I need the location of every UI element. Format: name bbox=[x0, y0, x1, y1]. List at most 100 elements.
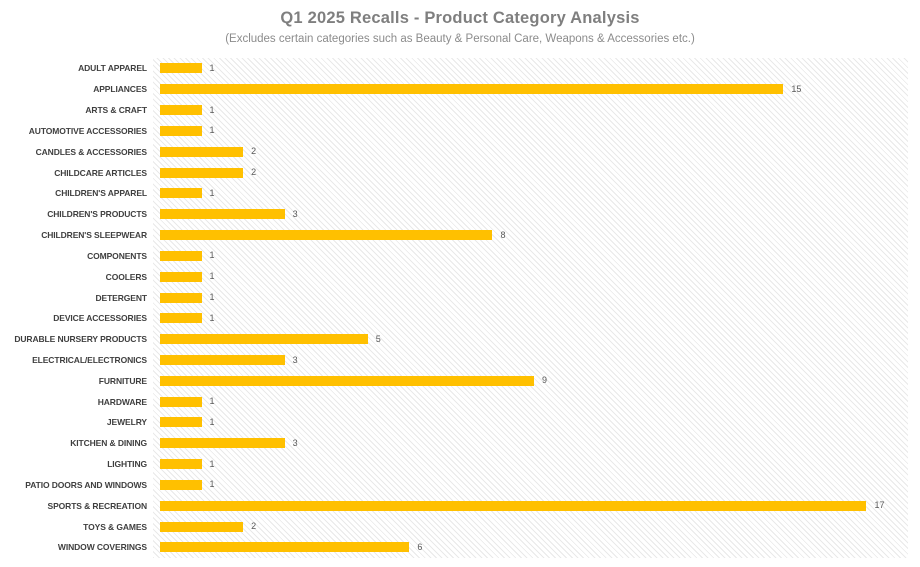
category-label: KITCHEN & DINING bbox=[70, 438, 147, 449]
value-label: 1 bbox=[209, 416, 215, 427]
bar bbox=[160, 396, 202, 407]
value-label: 1 bbox=[209, 292, 215, 303]
bar bbox=[160, 250, 202, 261]
category-label: CANDLES & ACCESSORIES bbox=[35, 146, 148, 157]
value-label: 2 bbox=[251, 146, 257, 157]
value-label: 6 bbox=[417, 541, 423, 552]
bar-row: 9 bbox=[160, 370, 908, 391]
bar bbox=[160, 479, 202, 490]
category-label: COMPONENTS bbox=[87, 250, 147, 261]
bar-row: 1 bbox=[160, 287, 908, 308]
bar-row: 5 bbox=[160, 329, 908, 350]
bar-row: 1 bbox=[160, 308, 908, 329]
value-label: 9 bbox=[542, 375, 548, 386]
bar bbox=[160, 334, 368, 345]
chart-subtitle: (Excludes certain categories such as Bea… bbox=[225, 33, 695, 45]
value-label: 3 bbox=[292, 208, 298, 219]
bar bbox=[160, 105, 202, 116]
category-labels: ADULT APPAREL APPLIANCES ARTS & CRAFT AUTOM… bbox=[0, 58, 147, 558]
bar-row: 17 bbox=[160, 495, 908, 516]
value-label: 2 bbox=[251, 521, 257, 532]
category-label: DETERGENT bbox=[95, 292, 147, 303]
bar-row: 3 bbox=[160, 433, 908, 454]
value-label: 1 bbox=[209, 250, 215, 261]
category-label: COOLERS bbox=[105, 271, 147, 282]
value-label: 3 bbox=[292, 354, 298, 365]
bar bbox=[160, 167, 244, 178]
value-label: 1 bbox=[209, 312, 215, 323]
bar-row: 8 bbox=[160, 225, 908, 246]
category-label: PATIO DOORS AND WINDOWS bbox=[25, 479, 147, 490]
category-label: CHILDREN'S SLEEPWEAR bbox=[41, 230, 147, 241]
bar-row: 2 bbox=[160, 162, 908, 183]
bar-row: 3 bbox=[160, 350, 908, 371]
value-label: 1 bbox=[209, 396, 215, 407]
bar-row: 1 bbox=[160, 454, 908, 475]
bar bbox=[160, 500, 867, 511]
bar-row: 1 bbox=[160, 120, 908, 141]
bar bbox=[160, 209, 285, 220]
bar bbox=[160, 146, 244, 157]
plot-area: 1 15 1 1 2 2 1 3 8 1 1 1 1 5 3 9 1 1 3 1 1 17 2 6 bbox=[153, 58, 908, 558]
bar-row: 1 bbox=[160, 391, 908, 412]
bar bbox=[160, 84, 784, 95]
value-label: 1 bbox=[209, 187, 215, 198]
value-label: 8 bbox=[500, 229, 506, 240]
category-label: ADULT APPAREL bbox=[78, 63, 147, 74]
category-label: TOYS & GAMES bbox=[83, 521, 147, 532]
category-label: ARTS & CRAFT bbox=[85, 105, 147, 116]
bar-row: 1 bbox=[160, 100, 908, 121]
bar bbox=[160, 375, 534, 386]
value-label: 1 bbox=[209, 62, 215, 73]
bar bbox=[160, 125, 202, 136]
category-label: CHILDREN'S PRODUCTS bbox=[47, 209, 147, 220]
category-label: JEWELRY bbox=[106, 417, 147, 428]
bar-row: 15 bbox=[160, 79, 908, 100]
bar bbox=[160, 292, 202, 303]
value-label: 1 bbox=[209, 271, 215, 282]
bar bbox=[160, 313, 202, 324]
bar bbox=[160, 230, 493, 241]
bar-row: 3 bbox=[160, 204, 908, 225]
value-label: 3 bbox=[292, 437, 298, 448]
category-label: CHILDREN'S APPAREL bbox=[55, 188, 147, 199]
category-label: ELECTRICAL/ELECTRONICS bbox=[32, 355, 147, 365]
bar bbox=[160, 355, 285, 365]
bar bbox=[160, 459, 202, 470]
bar-row: 1 bbox=[160, 266, 908, 287]
bar-row: 2 bbox=[160, 516, 908, 537]
value-label: 5 bbox=[375, 333, 381, 344]
category-label: LIGHTING bbox=[107, 459, 147, 470]
bar-row: 1 bbox=[160, 475, 908, 496]
bar-row: 1 bbox=[160, 245, 908, 266]
value-label: 15 bbox=[791, 83, 802, 94]
bar bbox=[160, 188, 202, 199]
bar bbox=[160, 542, 410, 553]
value-label: 17 bbox=[874, 500, 885, 511]
chart-title: Q1 2025 Recalls - Product Category Analy… bbox=[280, 9, 640, 27]
plot-wrap: ADULT APPAREL APPLIANCES ARTS & CRAFT AUTOM… bbox=[0, 58, 920, 558]
bar bbox=[160, 417, 202, 428]
bar-row: 6 bbox=[160, 537, 908, 558]
bar-row: 1 bbox=[160, 58, 908, 79]
category-label: FURNITURE bbox=[98, 375, 147, 386]
category-label: HARDWARE bbox=[97, 396, 147, 407]
category-label: DEVICE ACCESSORIES bbox=[53, 313, 147, 324]
bar-row: 2 bbox=[160, 141, 908, 162]
category-label: CHILDCARE ARTICLES bbox=[54, 167, 147, 178]
bar-row: 1 bbox=[160, 412, 908, 433]
category-label: APPLIANCES bbox=[93, 84, 147, 95]
category-label: SPORTS & RECREATION bbox=[47, 500, 148, 511]
value-label: 1 bbox=[209, 479, 215, 490]
value-label: 1 bbox=[209, 125, 215, 136]
bar bbox=[160, 271, 202, 282]
bar bbox=[160, 63, 202, 74]
value-label: 1 bbox=[209, 104, 215, 115]
value-label: 2 bbox=[251, 167, 257, 178]
category-label: DURABLE NURSERY PRODUCTS bbox=[14, 334, 147, 345]
bar-row: 1 bbox=[160, 183, 908, 204]
value-label: 1 bbox=[209, 458, 215, 469]
bar bbox=[160, 438, 285, 449]
category-label: WINDOW COVERINGS bbox=[57, 542, 147, 553]
